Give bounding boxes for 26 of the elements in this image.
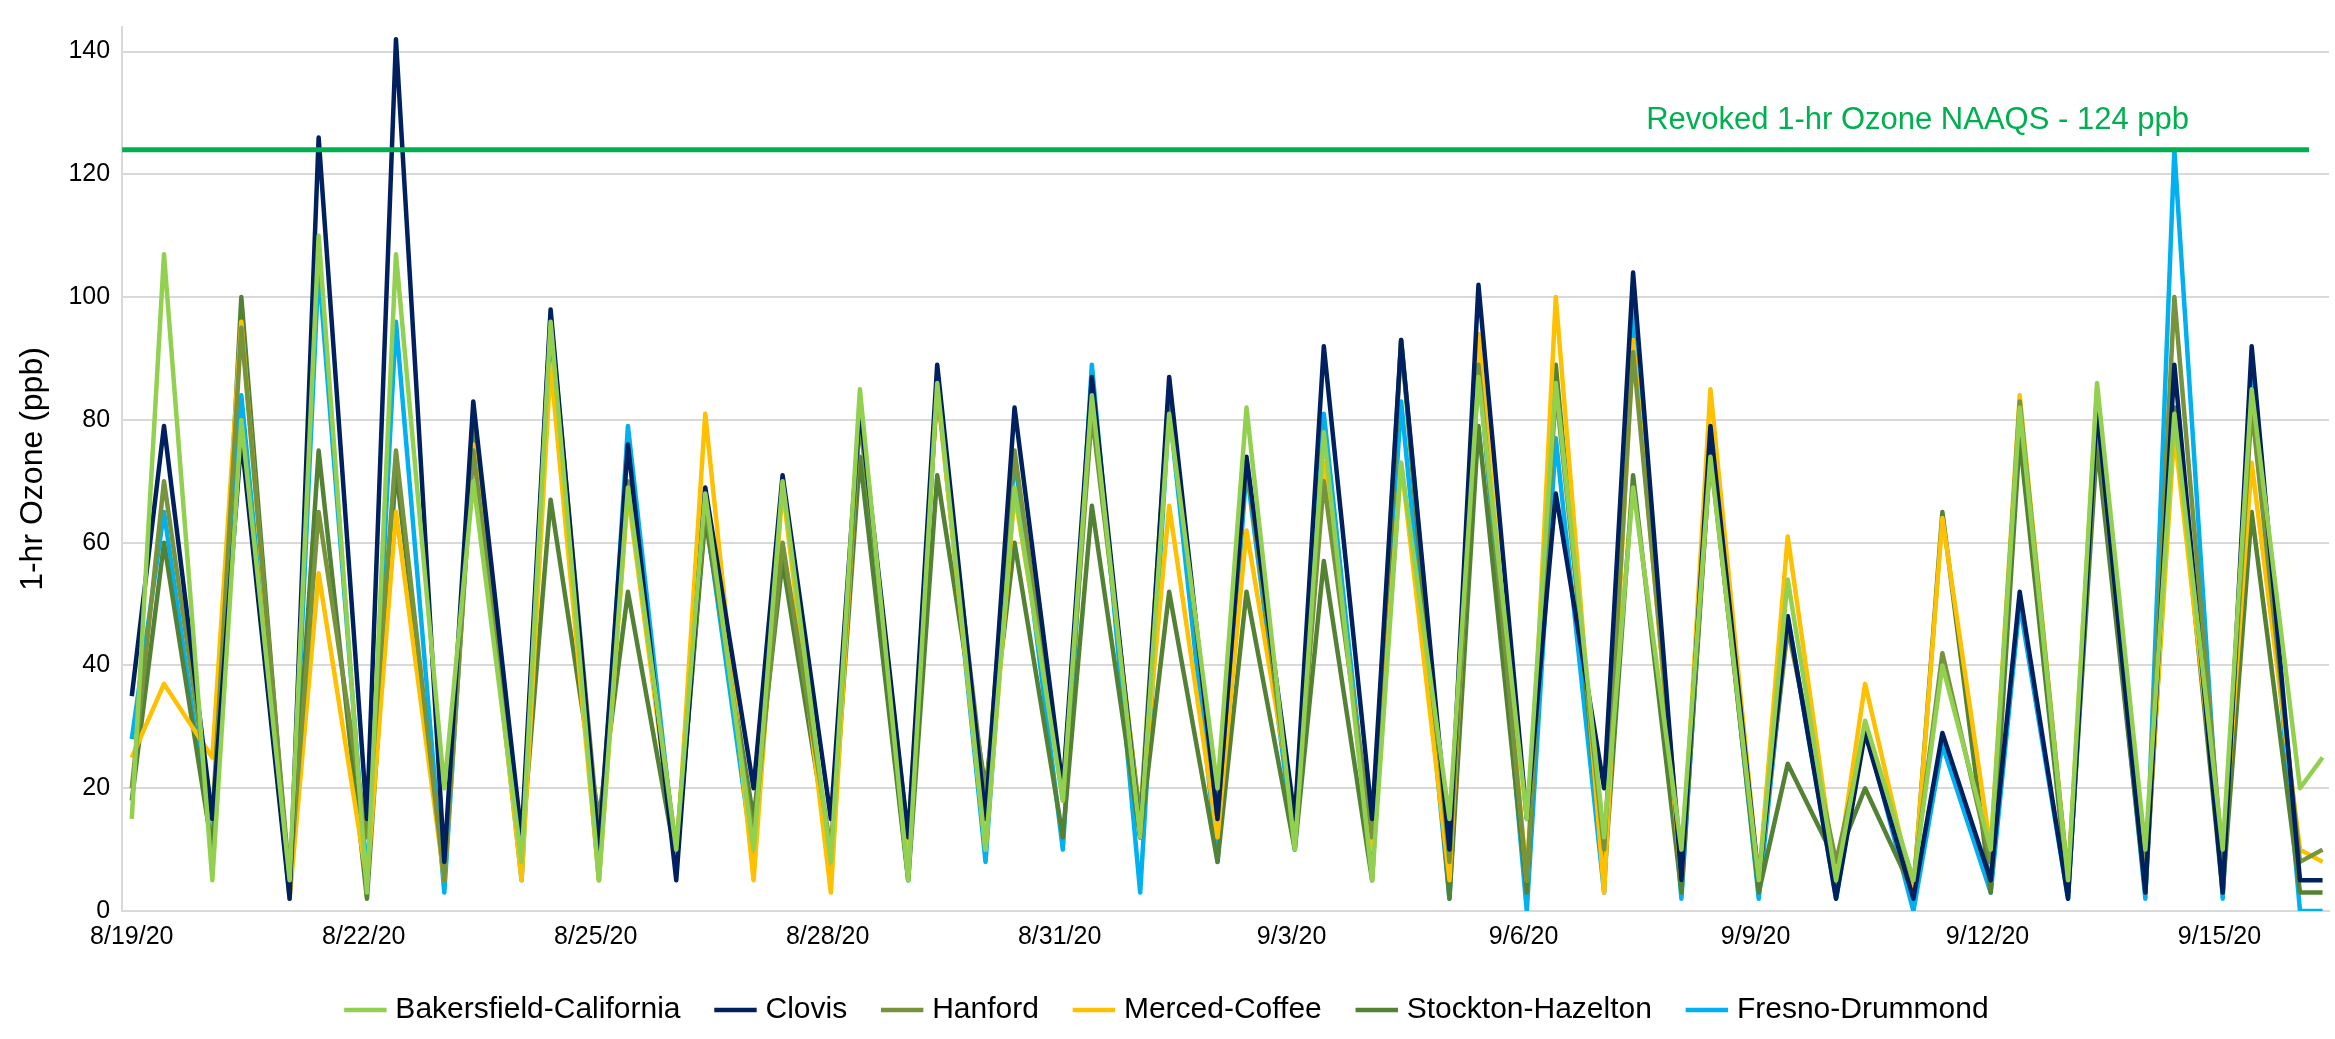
ref-line-label: Revoked 1-hr Ozone NAAQS - 124 ppb <box>1646 100 2189 136</box>
x-tick-label: 9/15/20 <box>2177 920 2262 949</box>
legend-label: Fresno-Drummond <box>1736 991 1989 1025</box>
legend-label: Clovis <box>765 991 848 1025</box>
x-tick-label: 9/3/20 <box>1256 920 1327 949</box>
y-tick-label: 140 <box>68 35 111 64</box>
legend-label: Bakersfield-California <box>395 991 681 1025</box>
x-tick-label: 9/6/20 <box>1488 920 1559 949</box>
x-tick-label: 8/28/20 <box>785 920 870 949</box>
x-tick-label: 9/12/20 <box>1945 920 2030 949</box>
legend-label: Hanford <box>932 991 1039 1025</box>
y-tick-label: 60 <box>82 526 111 555</box>
legend-label: Merced-Coffee <box>1123 991 1322 1025</box>
x-tick-label: 8/25/20 <box>554 920 638 949</box>
y-tick-label: 120 <box>68 158 111 187</box>
x-tick-label: 9/9/20 <box>1720 920 1791 949</box>
x-tick-label: 8/31/20 <box>1017 920 1102 949</box>
y-tick-label: 20 <box>82 772 111 801</box>
y-tick-label: 100 <box>68 281 111 309</box>
x-tick-label: 8/19/20 <box>90 920 174 949</box>
y-tick-label: 0 <box>96 894 111 923</box>
y-axis-title: 1-hr Ozone (ppb) <box>13 347 50 591</box>
x-tick-label: 8/22/20 <box>322 920 406 949</box>
y-tick-label: 40 <box>82 649 111 678</box>
y-tick-label: 80 <box>82 403 111 432</box>
legend-label: Stockton-Hazelton <box>1406 991 1652 1025</box>
